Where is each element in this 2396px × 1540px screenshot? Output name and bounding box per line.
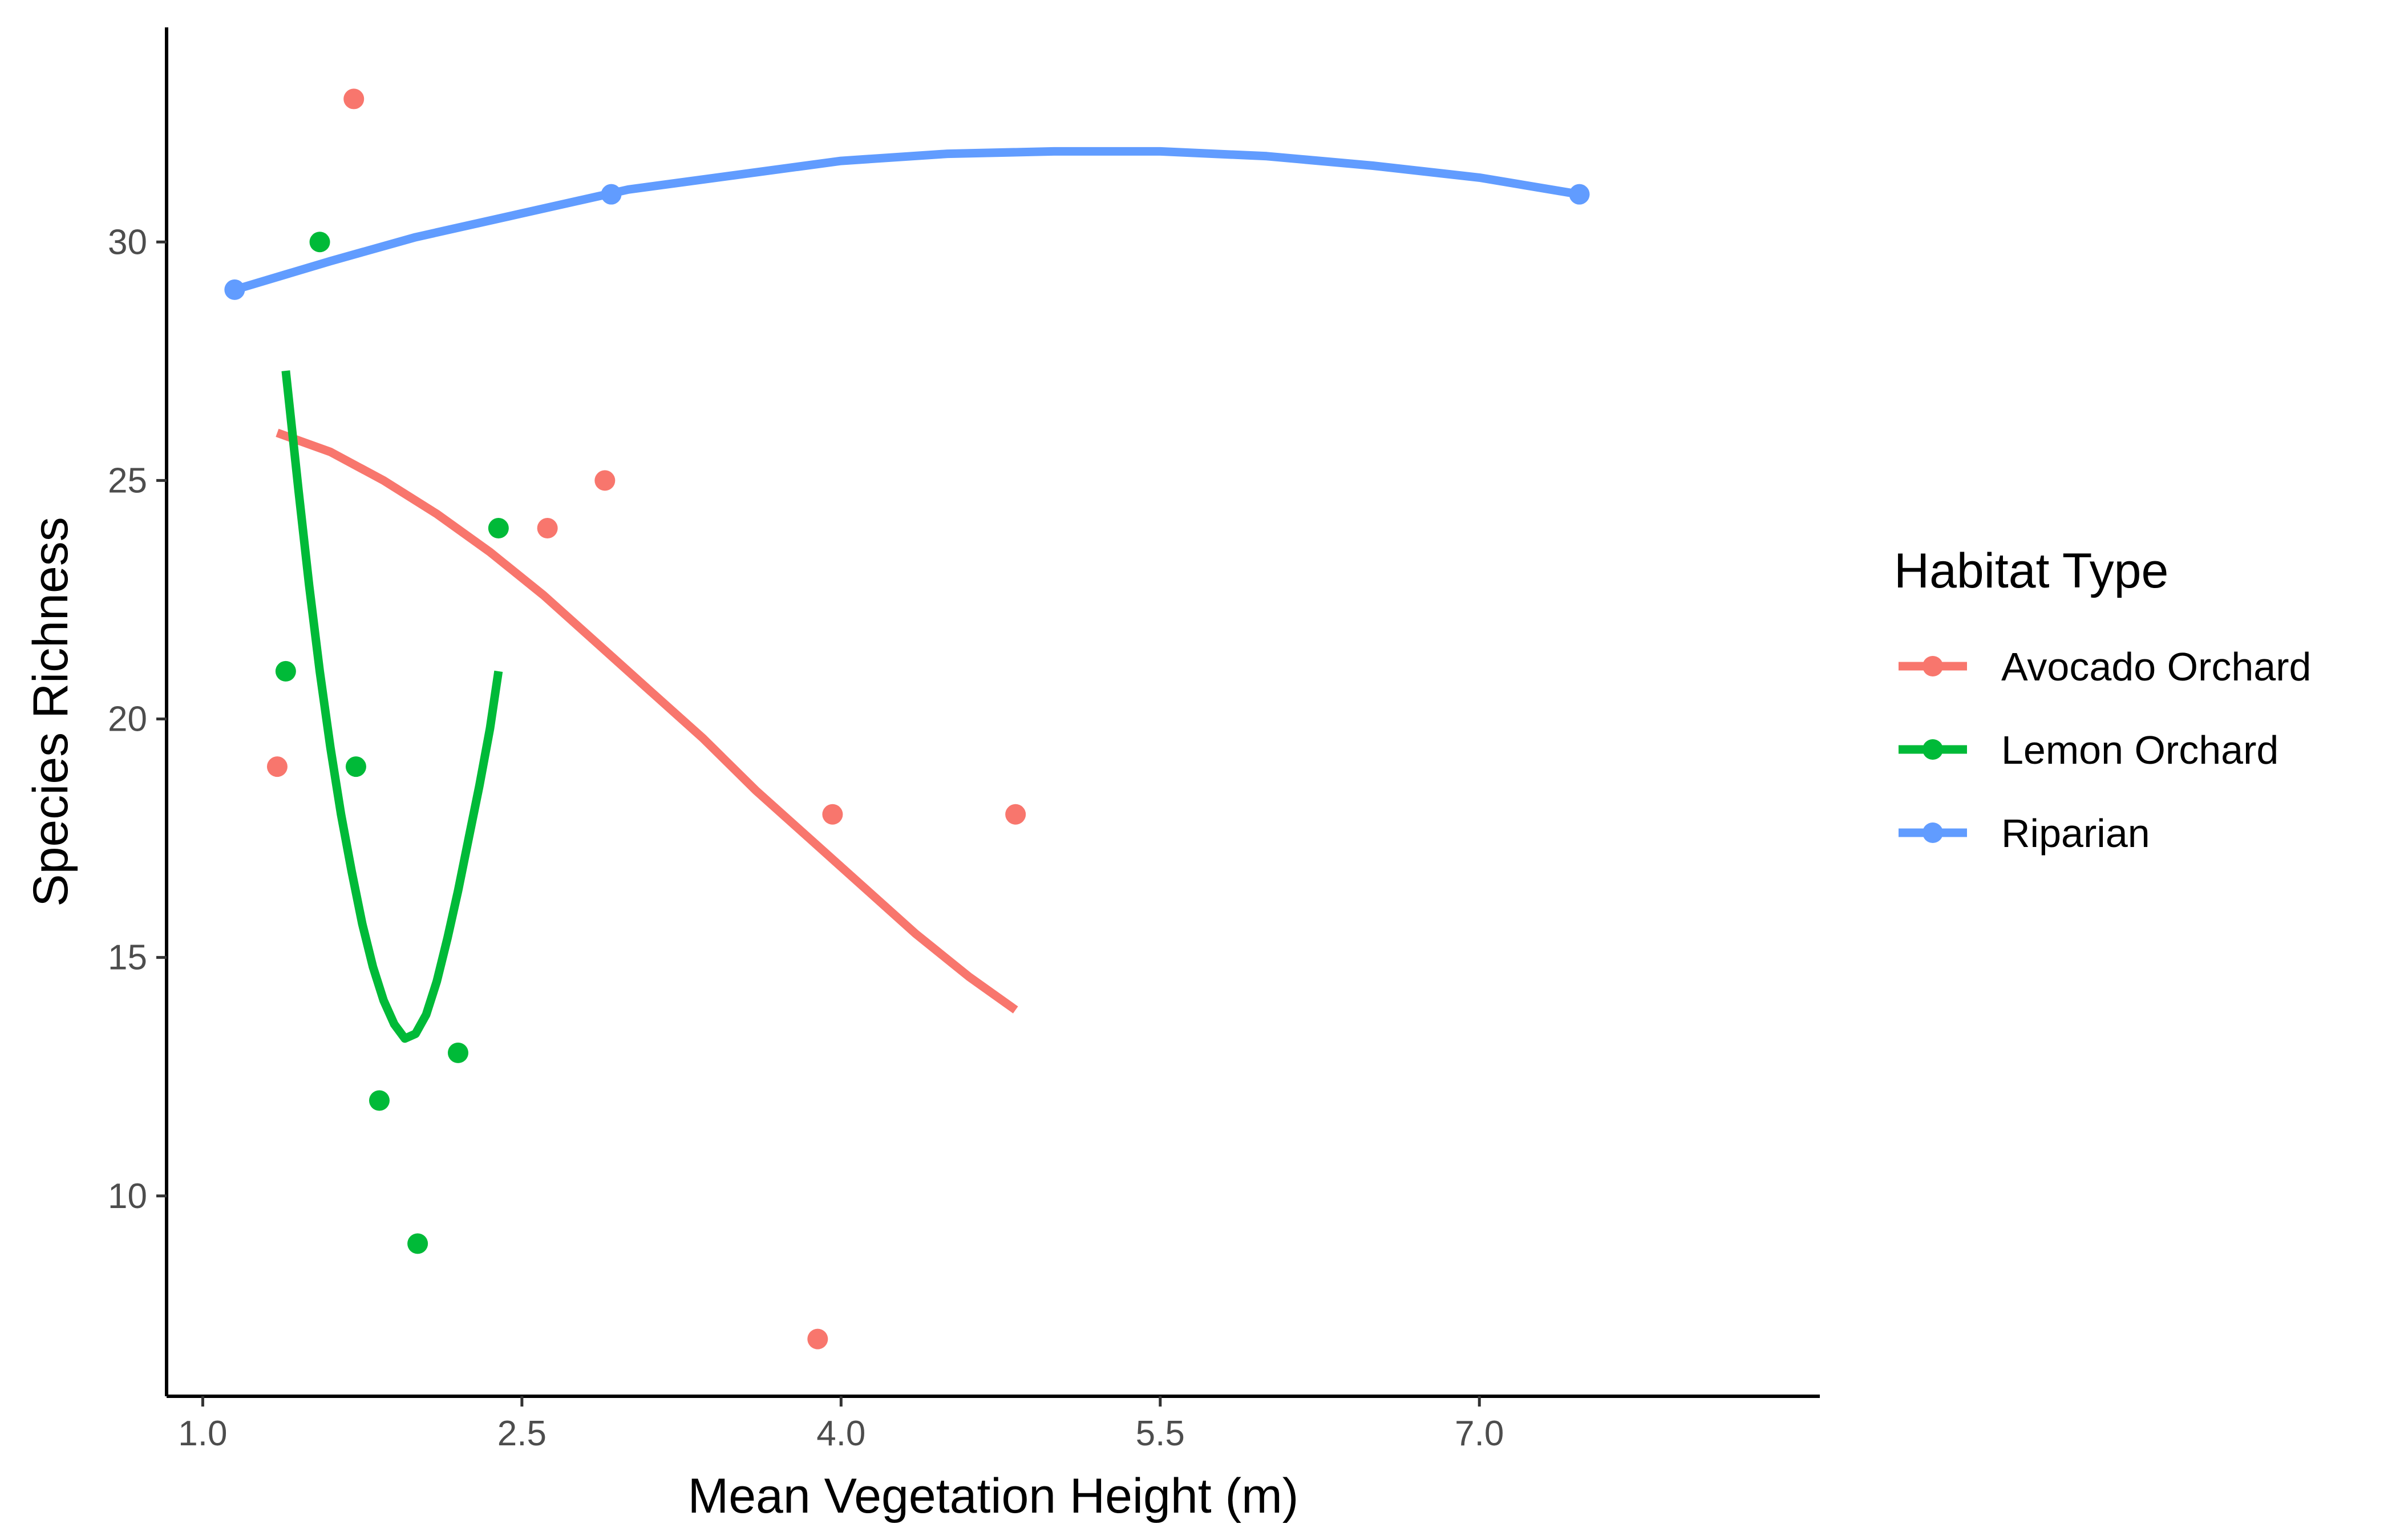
legend: Habitat Type Avocado Orchard Lemon Orchar…: [1894, 544, 2311, 856]
data-point: [266, 756, 288, 777]
data-point: [1569, 184, 1590, 205]
y-tick-label: 30: [108, 222, 147, 262]
x-tick-label: 2.5: [497, 1414, 547, 1453]
y-tick-label: 20: [108, 700, 147, 739]
data-points: [224, 88, 1590, 1349]
legend-item: Riparian: [1899, 811, 2150, 856]
y-axis-title: Species Richness: [23, 517, 78, 907]
y-tick-label: 15: [108, 938, 147, 978]
legend-label: Avocado Orchard: [2001, 645, 2311, 689]
data-point: [407, 1233, 428, 1254]
y-axis-ticks: 10 15 20 25 30: [108, 222, 167, 1216]
legend-label: Riparian: [2001, 811, 2150, 856]
axes: 10 15 20 25 30 1.0 2.5 4.0 5.5 7.0: [108, 27, 1820, 1453]
x-tick-label: 7.0: [1455, 1414, 1504, 1453]
data-point: [601, 184, 622, 205]
legend-key-point: [1923, 656, 1943, 676]
legend-item: Lemon Orchard: [1899, 728, 2278, 772]
y-tick-label: 25: [108, 461, 147, 500]
data-point: [345, 756, 366, 777]
data-point: [224, 279, 245, 300]
data-point: [822, 804, 843, 825]
data-point: [537, 518, 558, 539]
data-point: [447, 1042, 468, 1063]
legend-key-point: [1923, 739, 1943, 760]
x-tick-label: 4.0: [816, 1414, 865, 1453]
data-point: [343, 88, 365, 110]
x-axis-ticks: 1.0 2.5 4.0 5.5 7.0: [178, 1396, 1504, 1453]
legend-key-point: [1923, 822, 1943, 843]
data-point: [807, 1328, 828, 1349]
legend-title: Habitat Type: [1894, 544, 2168, 598]
x-tick-label: 1.0: [178, 1414, 227, 1453]
data-point: [1005, 804, 1026, 825]
data-point: [275, 660, 296, 682]
data-point: [309, 232, 330, 253]
x-axis-title: Mean Vegetation Height (m): [688, 1469, 1299, 1523]
legend-items: Avocado Orchard Lemon Orchard Riparian: [1899, 645, 2311, 856]
fit-line-0: [276, 428, 1018, 1014]
y-tick-label: 10: [108, 1177, 147, 1216]
fit-line-2: [233, 147, 1580, 294]
x-tick-label: 5.5: [1136, 1414, 1185, 1453]
fit-lines: [233, 147, 1580, 1043]
data-point: [594, 470, 616, 491]
legend-item: Avocado Orchard: [1899, 645, 2311, 689]
legend-label: Lemon Orchard: [2001, 728, 2278, 772]
data-point: [369, 1090, 390, 1111]
data-point: [488, 518, 509, 539]
fit-line-1: [281, 370, 503, 1043]
